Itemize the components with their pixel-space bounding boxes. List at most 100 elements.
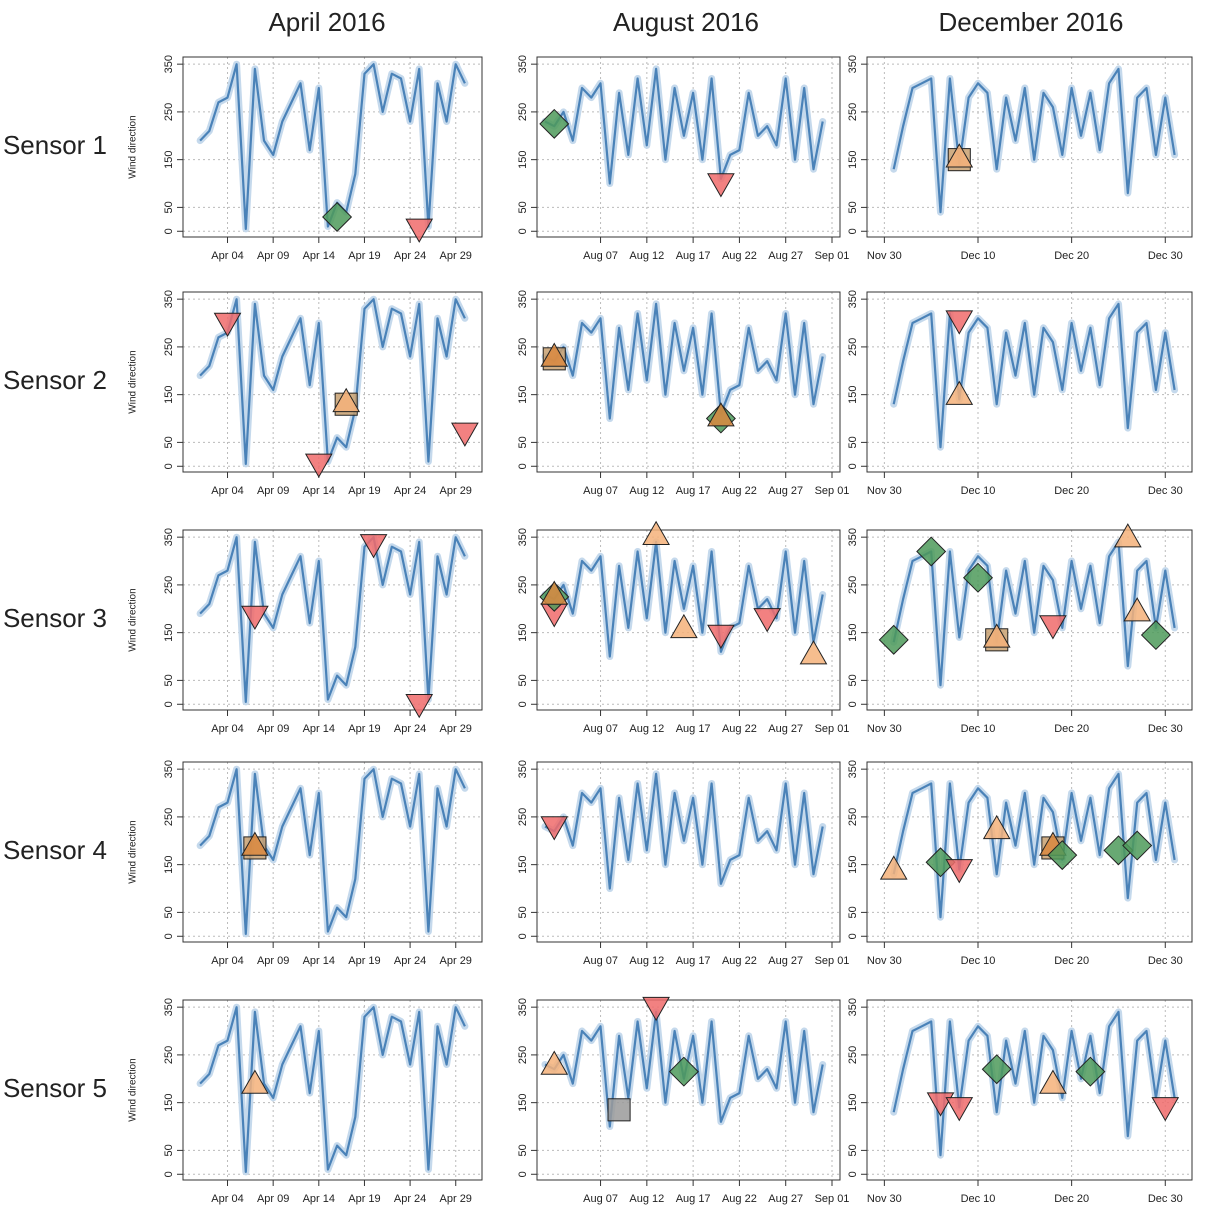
x-tick-label: Dec 10 <box>961 1193 996 1205</box>
line-halo <box>196 60 469 233</box>
y-tick-label: 0 <box>847 463 859 469</box>
plot-frame <box>536 761 841 943</box>
y-tick-label: 150 <box>847 150 859 168</box>
x-tick-label: Apr 29 <box>440 723 472 735</box>
x-tick-label: Apr 04 <box>211 250 243 262</box>
marker-diamond <box>1140 620 1171 651</box>
y-tick-label: 150 <box>517 150 529 168</box>
x-tick-label: Apr 14 <box>303 955 335 967</box>
column-title: April 2016 <box>268 7 385 37</box>
y-tick-label: 50 <box>847 1144 859 1156</box>
x-tick-label: Aug 12 <box>629 1193 664 1205</box>
x-tick-label: Aug 22 <box>722 723 757 735</box>
marker-triangle-down <box>753 608 782 633</box>
x-tick-label: Nov 30 <box>867 955 902 967</box>
x-tick-label: Dec 20 <box>1054 485 1089 497</box>
y-tick-label: 50 <box>517 674 529 686</box>
marker-triangle-down <box>1039 615 1067 640</box>
y-tick-label: 50 <box>847 906 859 918</box>
x-tick-label: Dec 20 <box>1054 250 1089 262</box>
plot-frame <box>182 529 483 711</box>
y-tick-label: 50 <box>517 436 529 448</box>
x-tick-label: Aug 17 <box>676 250 711 262</box>
marker-triangle-up <box>332 387 361 413</box>
y-tick-label: 0 <box>847 228 859 234</box>
x-tick-label: Apr 14 <box>303 1193 335 1205</box>
marker-triangle-down <box>213 312 242 338</box>
x-tick-label: Aug 17 <box>676 1193 711 1205</box>
y-tick-label: 250 <box>163 103 175 121</box>
y-tick-label: 350 <box>517 55 529 73</box>
x-tick-label: Sep 01 <box>815 723 850 735</box>
x-tick-label: Aug 27 <box>768 955 803 967</box>
marker-triangle-down <box>945 859 974 884</box>
y-tick-label: 150 <box>163 1093 175 1111</box>
y-tick-label: 50 <box>163 201 175 213</box>
y-tick-label: 250 <box>847 103 859 121</box>
y-tick-label: 0 <box>163 463 175 469</box>
y-tick-label: 150 <box>847 623 859 641</box>
x-tick-label: Apr 24 <box>394 1193 426 1205</box>
line-halo <box>541 65 827 187</box>
x-tick-label: Aug 17 <box>676 955 711 967</box>
y-tick-label: 250 <box>517 338 529 356</box>
y-tick-label: 0 <box>847 701 859 707</box>
x-tick-label: Apr 29 <box>440 485 472 497</box>
y-tick-label: 350 <box>847 528 859 546</box>
row-label: Sensor 4 <box>3 835 107 865</box>
marker-diamond <box>1122 830 1153 861</box>
x-tick-label: Sep 01 <box>815 1193 850 1205</box>
x-tick-label: Apr 24 <box>394 485 426 497</box>
x-tick-label: Aug 17 <box>676 723 711 735</box>
line <box>199 536 466 703</box>
marker-diamond <box>668 1056 699 1087</box>
x-tick-label: Apr 19 <box>348 955 380 967</box>
y-tick-label: 50 <box>163 1144 175 1156</box>
marker-diamond <box>925 847 956 878</box>
y-tick-label: 0 <box>163 701 175 707</box>
x-tick-label: Apr 29 <box>440 250 472 262</box>
x-tick-label: Aug 12 <box>629 485 664 497</box>
marker-triangle-up <box>945 380 974 405</box>
x-tick-label: Apr 19 <box>348 485 380 497</box>
y-tick-label: 150 <box>163 623 175 641</box>
y-tick-label: 50 <box>847 201 859 213</box>
x-tick-label: Dec 30 <box>1148 723 1183 735</box>
y-tick-label: 250 <box>163 808 175 826</box>
x-tick-label: Apr 04 <box>211 1193 243 1205</box>
y-tick-label: 50 <box>517 1144 529 1156</box>
line <box>892 1010 1176 1157</box>
marker-triangle-up <box>707 402 735 427</box>
y-axis-label: Wind direction <box>128 588 139 651</box>
x-tick-label: Aug 07 <box>583 1193 618 1205</box>
x-tick-label: Apr 09 <box>257 723 289 735</box>
y-tick-label: 350 <box>163 528 175 546</box>
y-tick-label: 50 <box>163 674 175 686</box>
x-tick-label: Aug 12 <box>629 955 664 967</box>
marker-triangle-down <box>1151 1097 1180 1122</box>
line <box>199 298 466 465</box>
x-tick-label: Apr 09 <box>257 1193 289 1205</box>
y-tick-label: 250 <box>847 1046 859 1064</box>
x-tick-label: Apr 04 <box>211 955 243 967</box>
y-axis-label: Wind direction <box>128 820 139 883</box>
x-tick-label: Aug 27 <box>768 250 803 262</box>
x-tick-label: Apr 14 <box>303 485 335 497</box>
line <box>544 772 824 890</box>
plot-frame <box>182 56 483 238</box>
y-tick-label: 0 <box>847 1171 859 1177</box>
marker-triangle-up <box>241 1069 269 1094</box>
x-tick-label: Apr 24 <box>394 955 426 967</box>
marker-diamond <box>539 108 570 139</box>
line-halo <box>196 1003 469 1176</box>
marker-diamond <box>916 536 947 567</box>
marker-triangle-up <box>879 855 908 880</box>
x-tick-label: Apr 09 <box>257 485 289 497</box>
marker-triangle-up <box>945 143 974 168</box>
line <box>892 772 1176 919</box>
x-tick-label: Aug 22 <box>722 1193 757 1205</box>
plot-frame <box>866 999 1193 1181</box>
y-tick-label: 0 <box>517 701 529 707</box>
y-tick-label: 0 <box>517 463 529 469</box>
